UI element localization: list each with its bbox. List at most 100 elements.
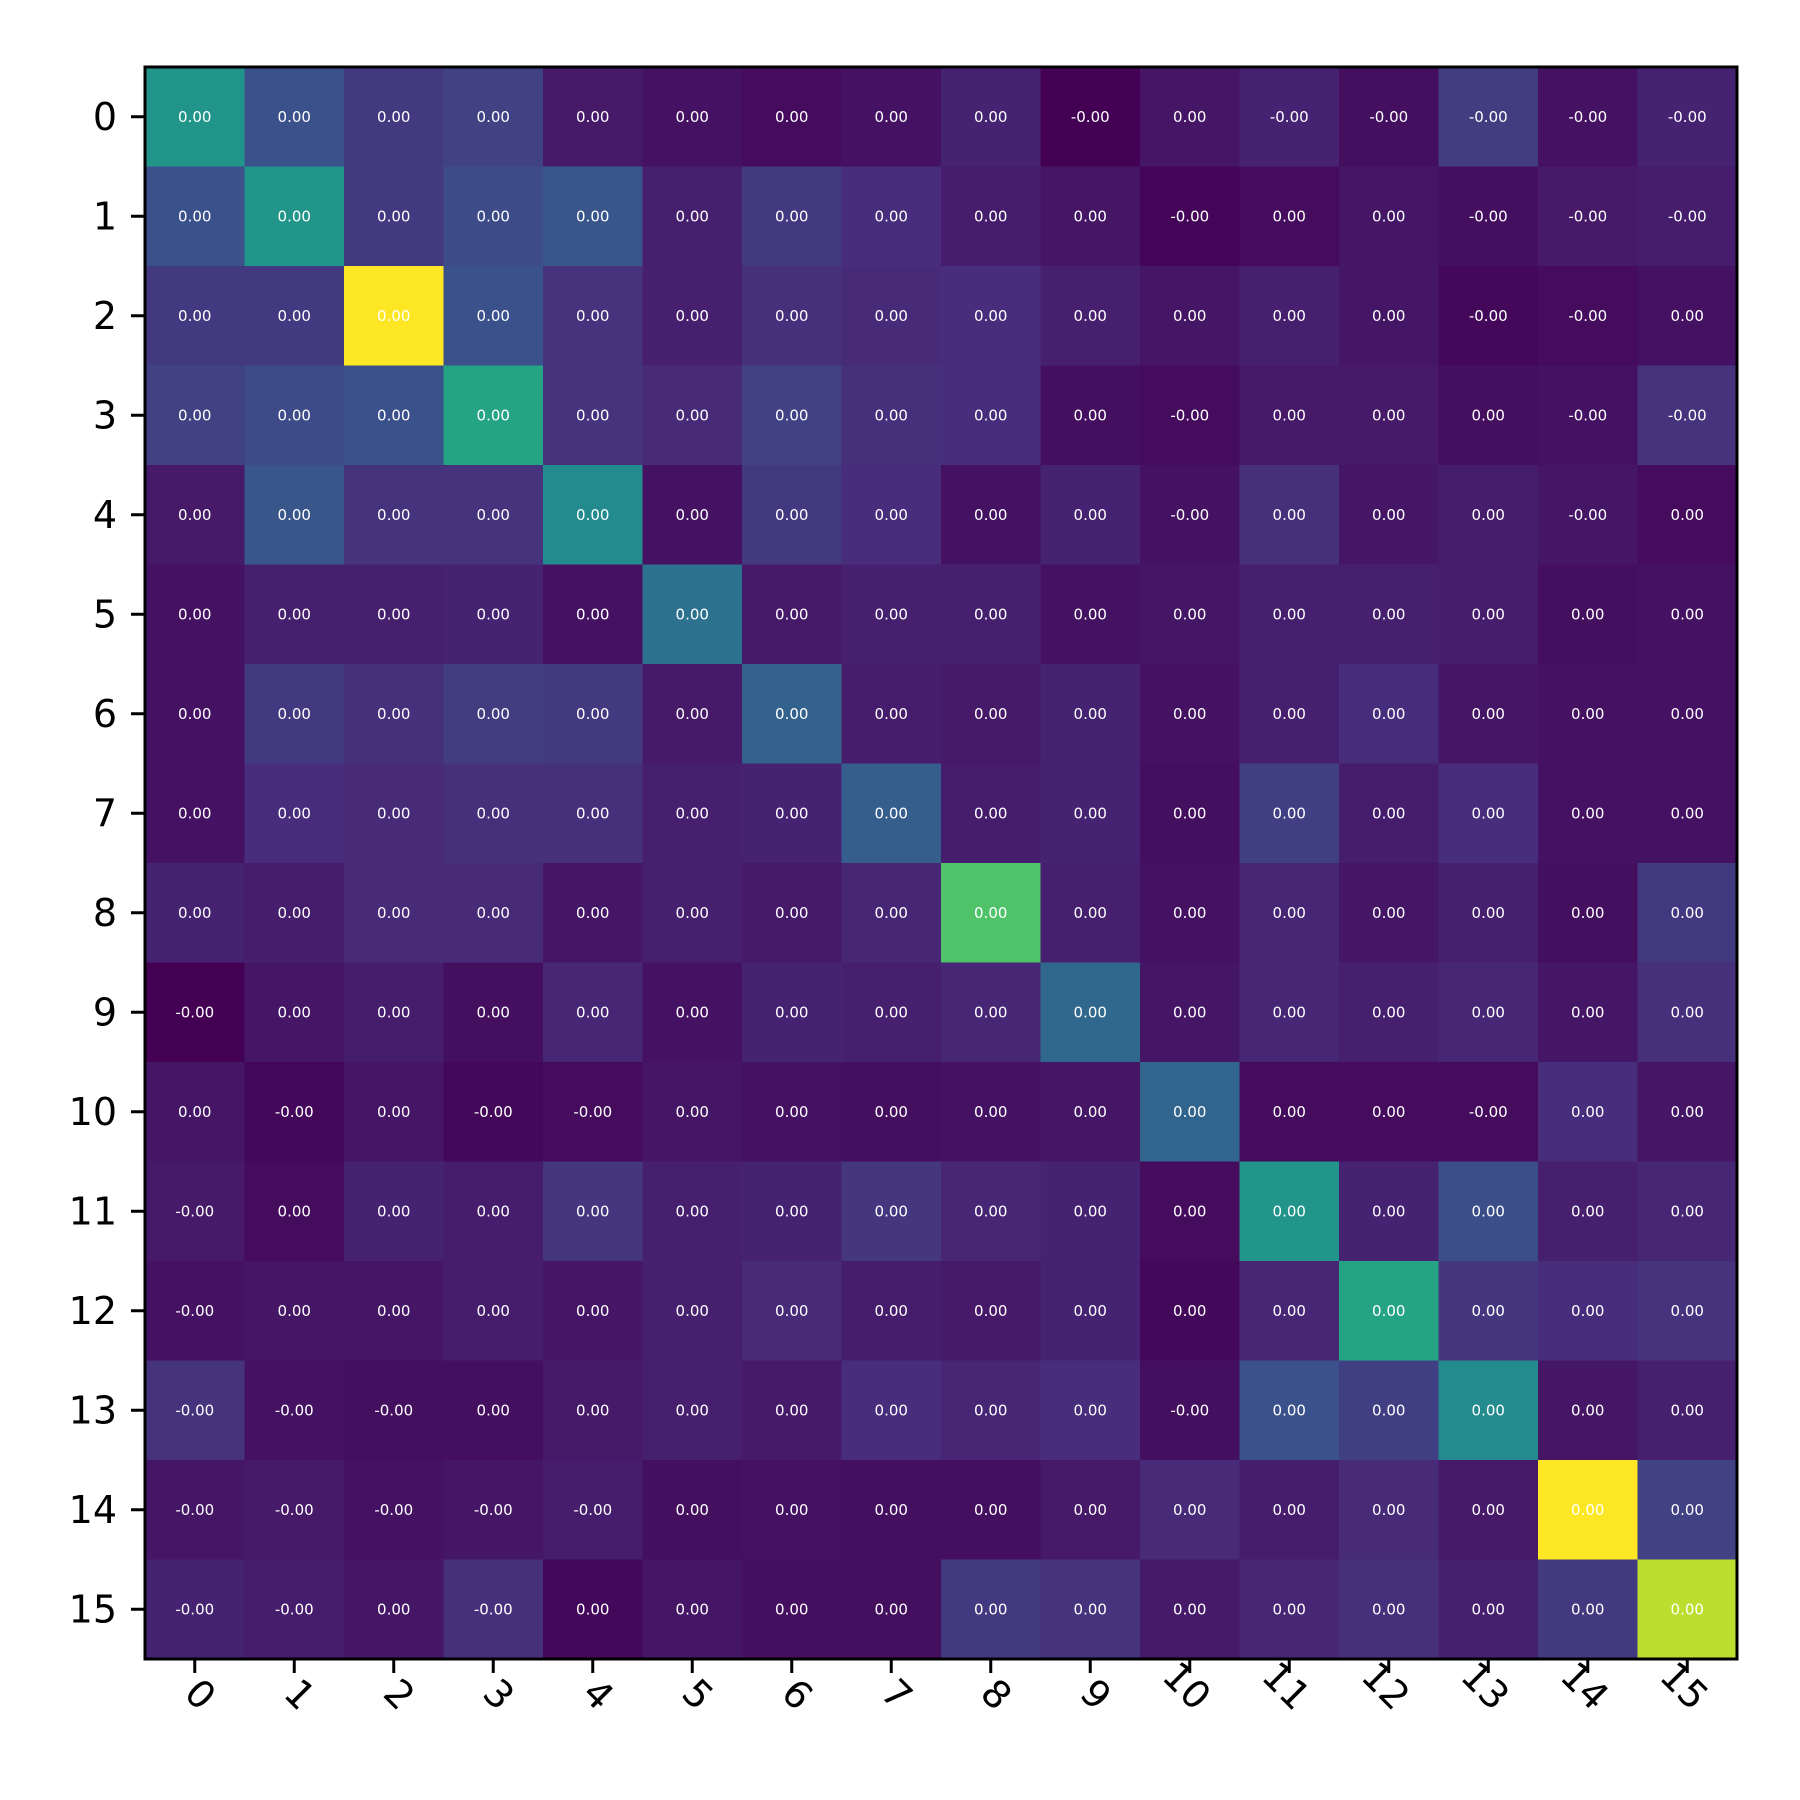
- cell-label-3-3: 0.00: [477, 406, 510, 424]
- y-tick-label-3: 3: [93, 393, 117, 437]
- heatmap-cell-6-6: [742, 664, 842, 764]
- heatmap-cell-6-9: [1040, 664, 1141, 764]
- cell-label-9-6: 0.00: [775, 1003, 808, 1021]
- heatmap-cell-13-10: [1140, 1360, 1240, 1461]
- cell-label-6-10: 0.00: [1173, 705, 1206, 723]
- heatmap-cell-4-14: [1538, 465, 1638, 565]
- cell-label-4-3: 0.00: [477, 506, 510, 524]
- cell-label-13-0: -0.00: [175, 1401, 214, 1419]
- cell-label-0-3: 0.00: [477, 108, 510, 126]
- cell-label-8-3: 0.00: [477, 904, 510, 922]
- cell-label-15-14: 0.00: [1571, 1600, 1604, 1618]
- cell-label-8-12: 0.00: [1372, 904, 1405, 922]
- heatmap-cell-8-15: [1637, 863, 1738, 963]
- cell-label-11-13: 0.00: [1472, 1202, 1505, 1220]
- cell-label-7-4: 0.00: [576, 804, 609, 822]
- heatmap-cell-0-0: [145, 67, 245, 167]
- heatmap-cell-4-0: [145, 465, 245, 565]
- cell-label-11-11: 0.00: [1273, 1202, 1306, 1220]
- cell-label-1-15: -0.00: [1668, 207, 1707, 225]
- x-tick-label-13: 13: [1452, 1653, 1517, 1718]
- cell-label-11-3: 0.00: [477, 1202, 510, 1220]
- cell-label-4-5: 0.00: [676, 506, 709, 524]
- heatmap-cell-13-11: [1239, 1360, 1340, 1461]
- heatmap-cell-11-15: [1637, 1161, 1738, 1262]
- heatmap-cell-14-11: [1239, 1460, 1340, 1560]
- heatmap-cell-1-1: [244, 166, 345, 267]
- heatmap-cell-2-12: [1339, 266, 1439, 366]
- cell-label-2-14: -0.00: [1568, 307, 1607, 325]
- heatmap-cell-2-10: [1140, 266, 1240, 366]
- heatmap-cell-10-12: [1339, 1062, 1439, 1162]
- heatmap-cell-0-6: [742, 67, 842, 167]
- heatmap-cell-11-4: [543, 1161, 643, 1262]
- cell-label-11-10: 0.00: [1173, 1202, 1206, 1220]
- heatmap-cell-14-3: [443, 1460, 544, 1560]
- heatmap-cell-1-10: [1140, 166, 1240, 267]
- heatmap-cell-0-13: [1438, 67, 1539, 167]
- heatmap-cell-9-4: [543, 962, 643, 1063]
- cell-label-0-1: 0.00: [278, 108, 311, 126]
- heatmap-cell-1-13: [1438, 166, 1539, 267]
- cell-label-12-3: 0.00: [477, 1302, 510, 1320]
- cell-label-7-8: 0.00: [974, 804, 1007, 822]
- heatmap-cell-7-11: [1239, 763, 1340, 864]
- heatmap-cell-1-14: [1538, 166, 1638, 267]
- x-tick-label-15: 15: [1651, 1653, 1716, 1718]
- cell-label-15-15: 0.00: [1671, 1600, 1704, 1618]
- heatmap-cell-13-14: [1538, 1360, 1638, 1461]
- heatmap-cell-15-3: [443, 1559, 544, 1660]
- heatmap-cell-5-13: [1438, 564, 1539, 665]
- cell-label-10-2: 0.00: [377, 1103, 410, 1121]
- cell-label-14-0: -0.00: [175, 1501, 214, 1519]
- heatmap-cell-13-3: [443, 1360, 544, 1461]
- cell-label-8-0: 0.00: [178, 904, 211, 922]
- heatmap-cell-2-4: [543, 266, 643, 366]
- cell-label-12-7: 0.00: [875, 1302, 908, 1320]
- cell-label-9-13: 0.00: [1472, 1003, 1505, 1021]
- cell-label-14-5: 0.00: [676, 1501, 709, 1519]
- heatmap-cell-15-9: [1040, 1559, 1141, 1660]
- heatmap-cell-11-9: [1040, 1161, 1141, 1262]
- cell-label-6-13: 0.00: [1472, 705, 1505, 723]
- heatmap-cell-5-12: [1339, 564, 1439, 665]
- heatmap-cell-6-10: [1140, 664, 1240, 764]
- heatmap-cell-11-3: [443, 1161, 544, 1262]
- cell-label-1-12: 0.00: [1372, 207, 1405, 225]
- cell-label-0-6: 0.00: [775, 108, 808, 126]
- heatmap-cell-15-8: [941, 1559, 1041, 1660]
- cell-label-10-1: -0.00: [275, 1103, 314, 1121]
- cell-label-2-13: -0.00: [1469, 307, 1508, 325]
- x-tick-label-7: 7: [873, 1670, 921, 1718]
- cell-label-4-13: 0.00: [1472, 506, 1505, 524]
- cell-label-1-5: 0.00: [676, 207, 709, 225]
- heatmap-cell-2-14: [1538, 266, 1638, 366]
- cell-label-10-3: -0.00: [474, 1103, 513, 1121]
- heatmap-cell-12-15: [1637, 1261, 1738, 1361]
- cell-label-3-7: 0.00: [875, 406, 908, 424]
- cell-label-5-10: 0.00: [1173, 605, 1206, 623]
- heatmap-cell-3-2: [344, 365, 444, 466]
- heatmap-cell-0-12: [1339, 67, 1439, 167]
- cell-label-10-5: 0.00: [676, 1103, 709, 1121]
- cell-label-1-13: -0.00: [1469, 207, 1508, 225]
- cell-label-5-15: 0.00: [1671, 605, 1704, 623]
- heatmap-cell-13-8: [941, 1360, 1041, 1461]
- cell-label-12-12: 0.00: [1372, 1302, 1405, 1320]
- cell-label-1-8: 0.00: [974, 207, 1007, 225]
- cell-label-12-9: 0.00: [1074, 1302, 1107, 1320]
- heatmap-cell-1-7: [841, 166, 942, 267]
- cell-label-5-3: 0.00: [477, 605, 510, 623]
- heatmap-cell-6-3: [443, 664, 544, 764]
- heatmap-cell-5-7: [841, 564, 942, 665]
- cell-label-2-5: 0.00: [676, 307, 709, 325]
- cell-label-12-8: 0.00: [974, 1302, 1007, 1320]
- cell-label-10-11: 0.00: [1273, 1103, 1306, 1121]
- heatmap-cell-6-8: [941, 664, 1041, 764]
- cell-label-10-12: 0.00: [1372, 1103, 1405, 1121]
- heatmap-cell-12-8: [941, 1261, 1041, 1361]
- heatmap-cell-1-6: [742, 166, 842, 267]
- cell-label-2-3: 0.00: [477, 307, 510, 325]
- cell-label-14-6: 0.00: [775, 1501, 808, 1519]
- heatmap-cell-1-5: [642, 166, 743, 267]
